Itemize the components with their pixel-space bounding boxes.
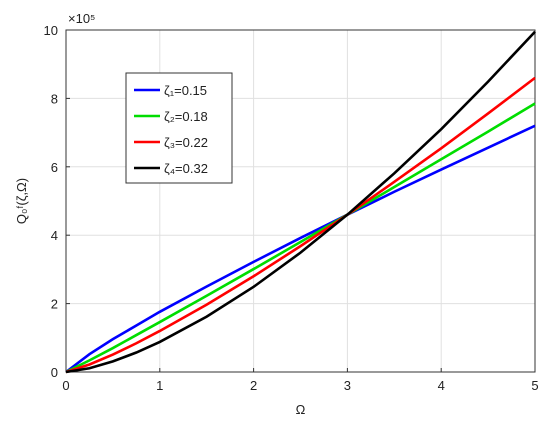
- x-tick-label: 1: [156, 378, 163, 393]
- x-tick-label: 0: [62, 378, 69, 393]
- legend-box: [125, 72, 233, 184]
- line-series: [65, 76, 536, 374]
- plot-frame: [65, 29, 536, 373]
- y-tick-label: 6: [51, 160, 58, 175]
- legend-label: ζ₃=0.22: [164, 135, 208, 150]
- y-tick-label: 8: [51, 91, 58, 106]
- x-tick-label: 5: [531, 378, 538, 393]
- y-tick-label: 2: [51, 297, 58, 312]
- line-series: [65, 30, 536, 374]
- x-axis-label: Ω: [296, 402, 306, 417]
- x-tick-label: 4: [438, 378, 445, 393]
- y-multiplier: ×10⁵: [68, 11, 95, 26]
- x-tick-label: 3: [344, 378, 351, 393]
- y-tick-label: 0: [51, 365, 58, 380]
- legend-label: ζ₄=0.32: [164, 161, 208, 176]
- legend-label: ζ₂=0.18: [164, 109, 208, 124]
- line-series: [65, 124, 536, 374]
- line-series: [65, 102, 536, 374]
- y-tick-label: 4: [51, 228, 58, 243]
- x-tick-label: 2: [250, 378, 257, 393]
- y-axis-label: Q₀ᶠ(ζ,Ω): [14, 178, 29, 224]
- y-tick-label: 10: [44, 23, 58, 38]
- legend-label: ζ₁=0.15: [164, 83, 207, 98]
